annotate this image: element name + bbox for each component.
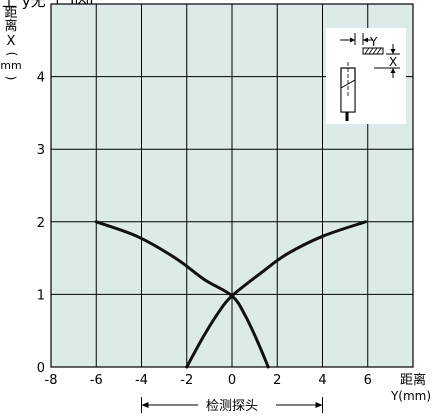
probe-bracket-right-arrow	[315, 402, 323, 408]
inset-y-arrowhead	[350, 37, 355, 43]
y-axis-label-4: (	[5, 52, 19, 57]
y-tick-label: 1	[37, 288, 45, 303]
inset-x-arrowhead-top	[390, 49, 396, 54]
x-axis-ticks: -8 -6 -4 -2 0 2 4 6	[45, 373, 372, 388]
probe-inset-diagram: Y X	[326, 28, 406, 124]
probe-bracket-left-arrow	[141, 402, 149, 408]
plot-frame	[50, 3, 414, 368]
series-line-1	[94, 220, 270, 369]
y-axis-label-1: 距	[4, 6, 17, 21]
inset-background	[326, 28, 406, 124]
y-tick-label: 0	[37, 361, 45, 376]
y-axis-ticks: 0 1 2 3 4	[37, 71, 45, 376]
series-lines	[94, 220, 367, 369]
x-axis-label-line2: Y(mm)	[390, 389, 431, 403]
x-tick-label: -6	[90, 373, 103, 388]
series-line-2	[185, 220, 367, 369]
y-tick-label: 4	[37, 71, 45, 86]
y-axis-label-2: 离	[4, 18, 17, 34]
probe-width-bracket: 检测探头	[141, 397, 323, 414]
x-tick-label: 2	[273, 373, 281, 388]
y-axis-label-6: )	[4, 76, 18, 81]
inset-target-hatch	[364, 47, 382, 55]
x-tick-label: 6	[364, 373, 372, 388]
x-tick-label: -8	[45, 373, 58, 388]
inset-x-label: X	[389, 55, 397, 69]
inset-y-arrowhead-right	[363, 37, 368, 43]
chart-title-partial: 上 y无 上 l内l.	[2, 0, 98, 10]
probe-label: 检测探头	[206, 399, 258, 414]
y-axis-label-3: X	[7, 34, 16, 49]
x-axis-label-line1: 距离	[400, 372, 426, 388]
x-tick-label: 4	[318, 373, 326, 388]
y-axis-label-5: mm	[0, 59, 21, 72]
x-tick-label: -2	[180, 373, 193, 388]
x-tick-label: 0	[228, 373, 236, 388]
inset-y-label: Y	[369, 35, 378, 49]
grid-lines	[51, 4, 413, 367]
y-tick-label: 3	[37, 143, 45, 158]
y-tick-label: 2	[37, 216, 45, 231]
y-axis-label: 距 离 X ( mm )	[0, 6, 21, 80]
x-tick-label: -4	[135, 373, 148, 388]
inset-x-arrowhead-bottom	[390, 68, 396, 73]
